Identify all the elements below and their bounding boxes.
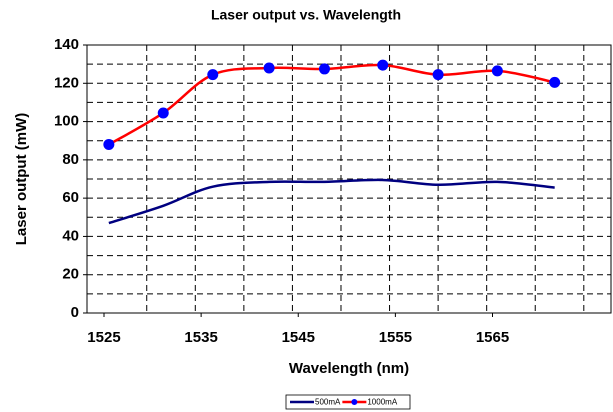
legend-marker [351, 399, 358, 405]
y-tick-label: 40 [62, 227, 79, 244]
y-tick-label: 60 [62, 189, 79, 206]
y-tick-label: 20 [62, 266, 79, 283]
y-tick-label: 120 [54, 74, 79, 91]
y-tick-label: 0 [71, 304, 79, 321]
x-tick-label: 1545 [282, 329, 315, 346]
marker [207, 69, 219, 81]
marker [318, 63, 330, 75]
marker [103, 139, 115, 151]
y-tick-label: 80 [62, 151, 79, 168]
y-tick-label: 140 [54, 36, 79, 53]
marker [157, 107, 169, 119]
marker [549, 76, 561, 88]
plot-frame [86, 44, 612, 314]
chart-title: Laser output vs. Wavelength [211, 7, 401, 23]
marker [432, 69, 444, 81]
legend-label: 1000mA [367, 398, 397, 407]
x-tick-label: 1535 [184, 329, 217, 346]
x-tick-label: 1565 [476, 329, 509, 346]
legend: 500mA 1000mA [285, 394, 411, 410]
marker [491, 65, 503, 77]
series-line [108, 63, 555, 146]
y-tick-label: 100 [54, 113, 79, 130]
legend-label: 500mA [315, 398, 341, 407]
x-axis-label: Wavelength (nm) [289, 360, 409, 377]
x-tick-label: 1555 [379, 329, 412, 346]
series-line [108, 178, 555, 225]
marker [377, 59, 389, 71]
x-tick-label: 1525 [87, 329, 120, 346]
marker [263, 62, 275, 74]
y-axis-label: Laser output (mW) [13, 113, 30, 246]
